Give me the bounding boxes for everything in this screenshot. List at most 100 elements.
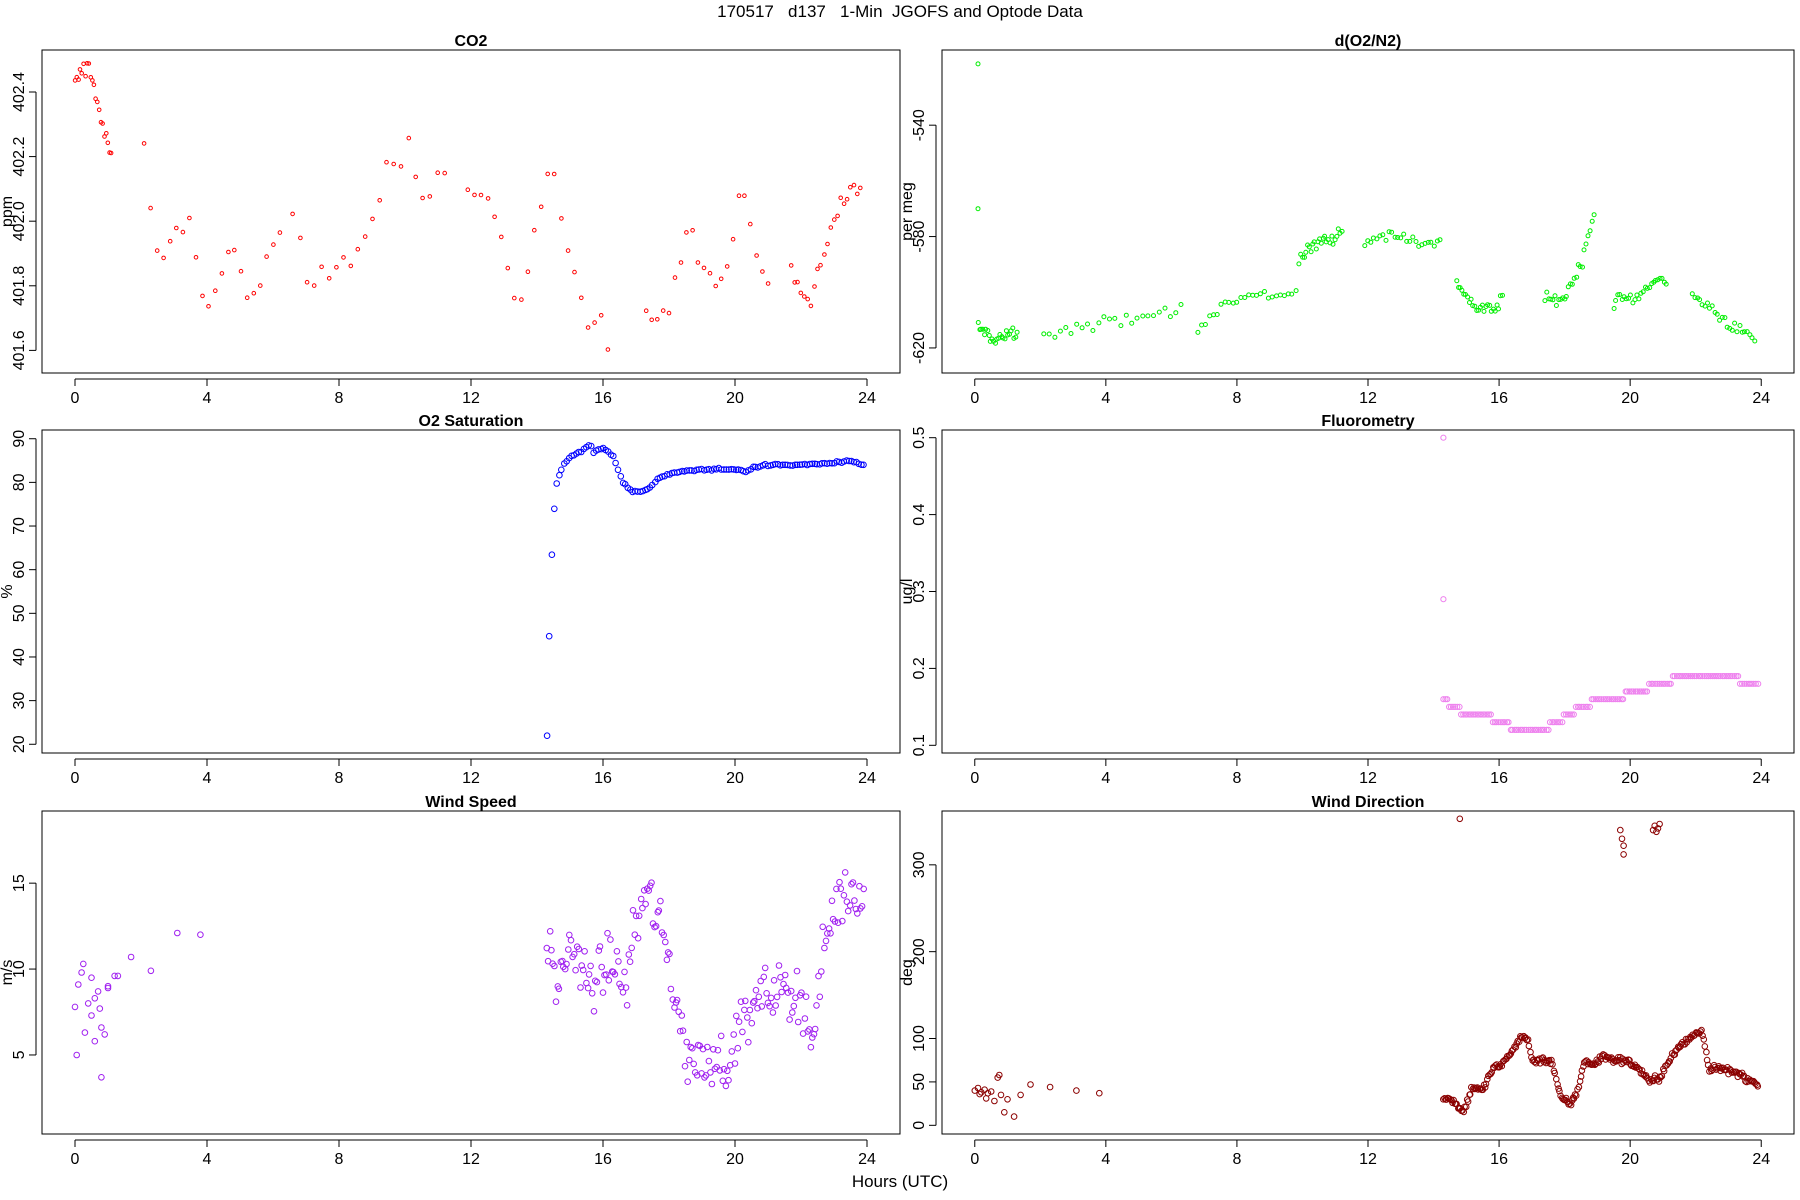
data-point: [1595, 1059, 1603, 1066]
data-point: [1096, 320, 1102, 326]
data-point: [1632, 688, 1639, 695]
plot-frame: [41, 429, 901, 754]
data-point: [1173, 310, 1179, 316]
data-point: [76, 77, 81, 82]
data-point: [728, 1048, 736, 1055]
panel-d-o2-n2: d(O2/N2) 0 4 8 12 16 20 24 -620 -580 -540 per meg: [899, 33, 1795, 407]
data-point: [833, 885, 840, 893]
data-point: [1627, 292, 1633, 298]
data-point: [854, 910, 861, 917]
data-point: [1368, 239, 1374, 245]
data-point: [1580, 703, 1587, 711]
data-point: [79, 71, 84, 76]
data-point: [1214, 312, 1220, 317]
data-point: [832, 217, 837, 222]
data-point: [690, 228, 695, 233]
data-point: [625, 951, 633, 958]
data-point: [581, 948, 588, 955]
data-point: [848, 184, 853, 190]
data-point: [1626, 1056, 1633, 1064]
data-point: [161, 255, 166, 261]
data-point: [1458, 711, 1465, 718]
data-point: [657, 897, 664, 905]
data-point: [613, 948, 621, 955]
data-point: [1560, 711, 1567, 718]
data-point: [1330, 241, 1336, 247]
data-point: [1567, 1101, 1575, 1109]
data-point: [551, 505, 558, 513]
data-point: [1556, 719, 1564, 726]
y-tick-label: 50: [911, 1073, 928, 1091]
data-point: [1269, 294, 1275, 300]
data-point: [1577, 264, 1583, 269]
data-point: [809, 460, 816, 468]
data-point: [570, 950, 578, 958]
data-point: [1489, 719, 1497, 726]
data-point: [708, 1080, 716, 1088]
plot-frame: [41, 49, 901, 374]
data-point: [805, 296, 811, 302]
data-point: [1472, 303, 1478, 309]
data-point: [841, 869, 849, 876]
data-point: [1374, 236, 1380, 242]
data-point: [572, 269, 577, 275]
data-point: [197, 931, 204, 939]
data-point: [1318, 240, 1324, 246]
data-point: [1636, 296, 1642, 302]
data-point: [1739, 329, 1745, 335]
panel-o2-saturation: O2 Saturation 0 4 8 12 16 20 24 20 30 40 50 60 70 80 90…: [0, 413, 901, 787]
data-point: [827, 930, 834, 937]
data-point: [1398, 235, 1404, 241]
data-point: [598, 963, 606, 971]
panel-fluorometry: Fluorometry 0 4 8 12 16 20 24 0.1 0.2 0.3 0.4 0.5 ug/…: [899, 413, 1795, 787]
data-point: [167, 238, 173, 244]
data-point: [737, 998, 745, 1006]
data-point: [796, 461, 804, 469]
y-tick-label: 15: [11, 874, 28, 892]
data-point: [1594, 696, 1601, 703]
x-tick-label: 0: [970, 390, 979, 407]
data-point: [750, 463, 757, 471]
data-point: [1041, 331, 1047, 337]
data-point: [1663, 281, 1669, 287]
data-point: [1085, 321, 1090, 327]
data-point: [801, 1015, 809, 1022]
data-point: [660, 931, 668, 939]
data-point: [1289, 291, 1295, 297]
data-point: [98, 1074, 105, 1081]
data-point: [472, 192, 477, 198]
data-point: [975, 61, 981, 67]
data-point: [602, 971, 610, 978]
data-point: [538, 204, 544, 210]
data-point: [736, 193, 742, 198]
data-point: [1027, 1081, 1034, 1088]
data-point: [1300, 254, 1306, 260]
data-point: [629, 907, 637, 914]
data-point: [660, 308, 666, 313]
data-point: [1735, 1069, 1743, 1077]
data-point: [982, 332, 988, 338]
data-point: [1487, 711, 1494, 718]
data-point: [563, 960, 570, 968]
x-tick-label: 8: [1232, 390, 1241, 407]
data-point: [420, 195, 425, 201]
x-tick-label: 20: [1621, 1151, 1639, 1168]
data-point: [786, 462, 794, 469]
x-tick-label: 12: [1359, 770, 1377, 787]
data-point: [100, 121, 105, 126]
x-tick-label: 20: [726, 390, 744, 407]
data-point: [584, 984, 592, 992]
data-point: [1616, 696, 1623, 703]
data-point: [1623, 296, 1629, 302]
data-point: [1567, 711, 1574, 718]
data-point: [1003, 328, 1009, 334]
data-point: [244, 295, 250, 301]
data-point: [792, 280, 798, 285]
data-point: [690, 1060, 698, 1068]
data-point: [683, 467, 691, 474]
data-point: [1497, 293, 1503, 299]
data-point: [545, 171, 551, 177]
data-point: [843, 898, 851, 906]
data-point: [1750, 680, 1757, 687]
data-point: [1752, 338, 1758, 344]
